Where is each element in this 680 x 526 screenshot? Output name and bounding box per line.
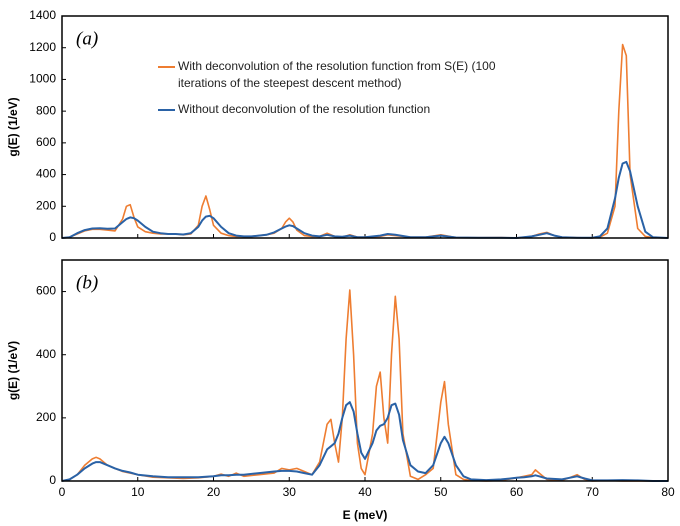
x-tick-label: 50 <box>434 485 448 499</box>
x-tick-label: 80 <box>661 485 675 499</box>
panel-annotation: (b) <box>76 272 98 293</box>
x-tick-label: 70 <box>586 485 600 499</box>
y-axis-label: g(E) (1/eV) <box>6 97 20 156</box>
y-tick-label: 600 <box>36 284 56 298</box>
x-tick-label: 10 <box>131 485 145 499</box>
legend-label: Without deconvolution of the resolution … <box>178 102 431 116</box>
y-axis-label: g(E) (1/eV) <box>6 341 20 400</box>
y-tick-label: 1200 <box>29 40 56 54</box>
series-line <box>61 289 668 482</box>
y-tick-label: 1400 <box>29 8 56 22</box>
y-tick-label: 0 <box>49 230 56 244</box>
y-tick-label: 1000 <box>29 72 56 86</box>
x-tick-label: 40 <box>358 485 372 499</box>
legend-swatch <box>158 66 175 68</box>
x-tick-label: 60 <box>510 485 524 499</box>
y-tick-label: 200 <box>36 198 56 212</box>
x-tick-label: 30 <box>283 485 297 499</box>
y-tick-label: 200 <box>36 410 56 424</box>
series-line <box>61 160 669 239</box>
plot-frame <box>61 259 669 482</box>
legend-swatch <box>158 109 175 111</box>
legend-entry: Without deconvolution of the resolution … <box>158 101 503 118</box>
series-line <box>61 401 668 482</box>
x-tick-label: 0 <box>59 485 66 499</box>
plot-frame <box>61 15 669 239</box>
legend-label: With deconvolution of the resolution fun… <box>178 59 496 90</box>
y-tick-label: 400 <box>36 167 56 181</box>
x-tick-label: 20 <box>207 485 221 499</box>
y-tick-label: 600 <box>36 135 56 149</box>
y-tick-label: 0 <box>49 473 56 487</box>
x-axis-label: E (meV) <box>343 508 388 522</box>
y-tick-label: 400 <box>36 347 56 361</box>
legend-entry: With deconvolution of the resolution fun… <box>158 58 503 92</box>
panel-annotation: (a) <box>76 28 98 49</box>
y-tick-label: 800 <box>36 103 56 117</box>
